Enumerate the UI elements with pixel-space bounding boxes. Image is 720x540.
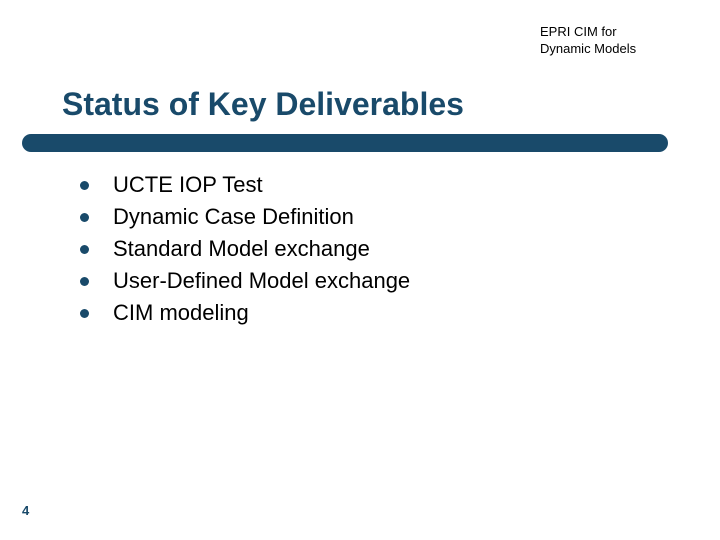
bullet-icon — [80, 245, 89, 254]
bullet-text: Standard Model exchange — [113, 236, 370, 262]
slide-title: Status of Key Deliverables — [62, 86, 464, 123]
header-label-line2: Dynamic Models — [540, 41, 636, 56]
bullet-text: User-Defined Model exchange — [113, 268, 410, 294]
bullet-icon — [80, 213, 89, 222]
bullet-icon — [80, 277, 89, 286]
bullet-icon — [80, 309, 89, 318]
list-item: Dynamic Case Definition — [80, 204, 410, 230]
list-item: CIM modeling — [80, 300, 410, 326]
bullet-icon — [80, 181, 89, 190]
page-number: 4 — [22, 503, 29, 518]
header-label: EPRI CIM for Dynamic Models — [540, 24, 670, 58]
title-underline-bar — [22, 134, 668, 152]
bullet-text: UCTE IOP Test — [113, 172, 263, 198]
bullet-text: CIM modeling — [113, 300, 249, 326]
list-item: User-Defined Model exchange — [80, 268, 410, 294]
bullet-list: UCTE IOP Test Dynamic Case Definition St… — [80, 172, 410, 332]
list-item: UCTE IOP Test — [80, 172, 410, 198]
bullet-text: Dynamic Case Definition — [113, 204, 354, 230]
header-label-line1: EPRI CIM for — [540, 24, 617, 39]
list-item: Standard Model exchange — [80, 236, 410, 262]
